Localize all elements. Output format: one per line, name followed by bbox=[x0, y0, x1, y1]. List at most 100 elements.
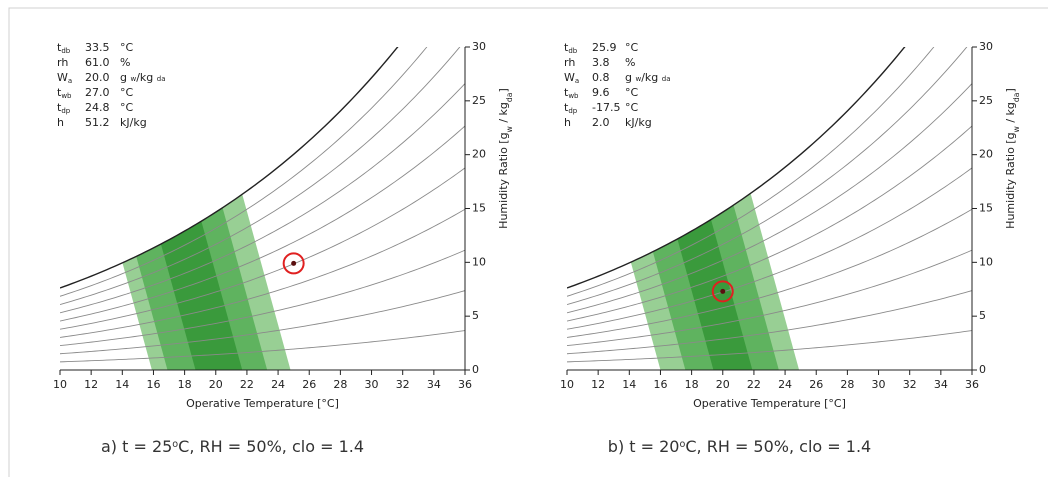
text-part: da bbox=[1012, 92, 1021, 102]
info-value: 33.5 bbox=[85, 41, 110, 54]
info-value: 51.2 bbox=[85, 116, 110, 129]
info-symbol: tdb bbox=[564, 41, 578, 55]
rh-curve bbox=[60, 47, 461, 305]
info-symbol-main: t bbox=[564, 41, 569, 54]
rh-curve bbox=[60, 167, 465, 330]
x-tick-label: 16 bbox=[146, 378, 160, 391]
text-part: o bbox=[679, 439, 685, 450]
x-tick-label: 20 bbox=[209, 378, 223, 391]
info-unit: °C bbox=[625, 41, 639, 54]
x-tick-label: 28 bbox=[333, 378, 347, 391]
info-unit-part: °C bbox=[120, 101, 134, 114]
text-part: C, RH = 50%, clo = 1.4 bbox=[178, 437, 364, 456]
rh-curve bbox=[567, 83, 972, 314]
y-axis-label: Humidity Ratio [gw / kgda] bbox=[497, 88, 514, 229]
info-symbol: rh bbox=[564, 56, 575, 69]
info-unit-part: % bbox=[120, 56, 130, 69]
info-unit-part: kJ/kg bbox=[120, 116, 147, 129]
info-symbol-main: rh bbox=[57, 56, 68, 69]
rh-curve bbox=[60, 290, 465, 355]
info-unit-part: g bbox=[625, 71, 635, 84]
rh-curve bbox=[567, 47, 968, 305]
saturation-curve bbox=[60, 47, 399, 289]
x-tick-label: 20 bbox=[716, 378, 730, 391]
text-part: Humidity Ratio [g bbox=[497, 132, 510, 228]
info-unit: kJ/kg bbox=[625, 116, 652, 129]
info-value: 9.6 bbox=[592, 86, 610, 99]
text-part: Humidity Ratio [g bbox=[1004, 132, 1017, 228]
x-tick-label: 34 bbox=[427, 378, 441, 391]
caption: b) t = 20oC, RH = 50%, clo = 1.4 bbox=[608, 437, 871, 456]
info-symbol-main: rh bbox=[564, 56, 575, 69]
info-unit: kJ/kg bbox=[120, 116, 147, 129]
chart: 10 12 14 16 18 20 22 24 26 28 30 32 34 360 5 10 15 20 25 30… bbox=[53, 40, 514, 456]
rh-curve bbox=[567, 167, 972, 330]
x-tick-label: 12 bbox=[84, 378, 98, 391]
text-part: b) t = 20 bbox=[608, 437, 680, 456]
info-unit: °C bbox=[120, 41, 134, 54]
info-symbol: tdp bbox=[564, 101, 578, 115]
x-tick-label: 16 bbox=[653, 378, 667, 391]
info-unit: °C bbox=[120, 86, 134, 99]
info-symbol-main: h bbox=[564, 116, 571, 129]
text-part: w bbox=[505, 126, 514, 132]
x-tick-label: 22 bbox=[747, 378, 761, 391]
info-symbol-main: t bbox=[57, 101, 62, 114]
info-symbol: tdb bbox=[57, 41, 71, 55]
info-unit: °C bbox=[120, 101, 134, 114]
info-value: 61.0 bbox=[85, 56, 110, 69]
x-tick-label: 26 bbox=[302, 378, 316, 391]
x-tick-label: 32 bbox=[396, 378, 410, 391]
info-symbol-sub: a bbox=[575, 77, 579, 85]
info-unit: % bbox=[120, 56, 130, 69]
text-part: / kg bbox=[1004, 102, 1017, 126]
info-symbol-main: t bbox=[564, 101, 569, 114]
x-tick-label: 12 bbox=[591, 378, 605, 391]
info-symbol-sub: db bbox=[568, 47, 577, 55]
rh-curve bbox=[567, 125, 972, 322]
rh-curve bbox=[567, 47, 935, 297]
y-tick-label: 25 bbox=[472, 94, 486, 107]
y-tick-label: 0 bbox=[979, 363, 986, 376]
info-value: 2.0 bbox=[592, 116, 610, 129]
rh-curve bbox=[60, 83, 465, 314]
state-marker bbox=[282, 252, 305, 275]
info-value: 3.8 bbox=[592, 56, 610, 69]
text-part: w bbox=[1012, 126, 1021, 132]
info-unit-part: da bbox=[157, 75, 166, 83]
y-tick-label: 10 bbox=[979, 255, 993, 268]
y-tick-label: 20 bbox=[979, 148, 993, 161]
info-symbol-main: t bbox=[57, 86, 62, 99]
x-tick-label: 34 bbox=[934, 378, 948, 391]
info-symbol: tdp bbox=[57, 101, 71, 115]
info-unit: °C bbox=[625, 86, 639, 99]
state-marker bbox=[711, 280, 734, 303]
y-tick-label: 20 bbox=[472, 148, 486, 161]
info-symbol: Wa bbox=[57, 71, 72, 85]
info-symbol-sub: dp bbox=[568, 107, 577, 115]
info-unit: °C bbox=[625, 101, 639, 114]
info-symbol-main: t bbox=[57, 41, 62, 54]
x-tick-label: 36 bbox=[965, 378, 979, 391]
y-tick-label: 30 bbox=[979, 40, 993, 53]
info-unit-part: °C bbox=[625, 41, 639, 54]
info-symbol: Wa bbox=[564, 71, 579, 85]
info-value: 0.8 bbox=[592, 71, 610, 84]
info-unit-part: da bbox=[662, 75, 671, 83]
caption: a) t = 25oC, RH = 50%, clo = 1.4 bbox=[101, 437, 364, 456]
x-axis-label: Operative Temperature [°C] bbox=[186, 397, 339, 410]
rh-curve bbox=[567, 249, 972, 347]
info-symbol-sub: a bbox=[68, 77, 72, 85]
y-tick-label: 15 bbox=[472, 202, 486, 215]
info-value: -17.5 bbox=[592, 101, 620, 114]
text-part: a) t = 25 bbox=[101, 437, 172, 456]
rh-curve bbox=[60, 47, 428, 297]
info-unit-part: °C bbox=[625, 101, 639, 114]
info-unit-part: % bbox=[625, 56, 635, 69]
x-tick-label: 24 bbox=[778, 378, 792, 391]
y-tick-label: 0 bbox=[472, 363, 479, 376]
x-tick-label: 36 bbox=[458, 378, 472, 391]
text-part: / kg bbox=[497, 102, 510, 126]
info-symbol: twb bbox=[564, 86, 579, 100]
x-tick-label: 10 bbox=[53, 378, 67, 391]
